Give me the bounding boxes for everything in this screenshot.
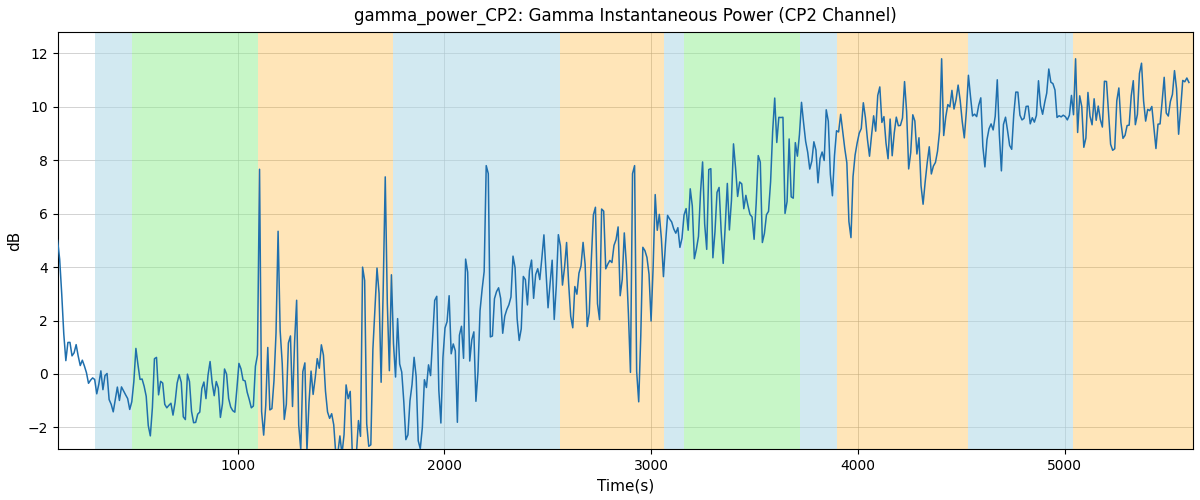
Bar bbox=[800, 32, 838, 449]
Bar bbox=[392, 32, 466, 449]
Title: gamma_power_CP2: Gamma Instantaneous Power (CP2 Channel): gamma_power_CP2: Gamma Instantaneous Pow… bbox=[354, 7, 896, 25]
Bar bbox=[95, 32, 132, 449]
X-axis label: Time(s): Time(s) bbox=[596, 478, 654, 493]
Bar bbox=[664, 32, 684, 449]
Bar bbox=[466, 32, 532, 449]
Bar bbox=[684, 32, 800, 449]
Bar bbox=[560, 32, 664, 449]
Bar bbox=[838, 32, 967, 449]
Bar bbox=[258, 32, 392, 449]
Bar bbox=[532, 32, 560, 449]
Bar bbox=[967, 32, 1073, 449]
Bar bbox=[1073, 32, 1193, 449]
Y-axis label: dB: dB bbox=[7, 230, 22, 250]
Bar bbox=[132, 32, 258, 449]
